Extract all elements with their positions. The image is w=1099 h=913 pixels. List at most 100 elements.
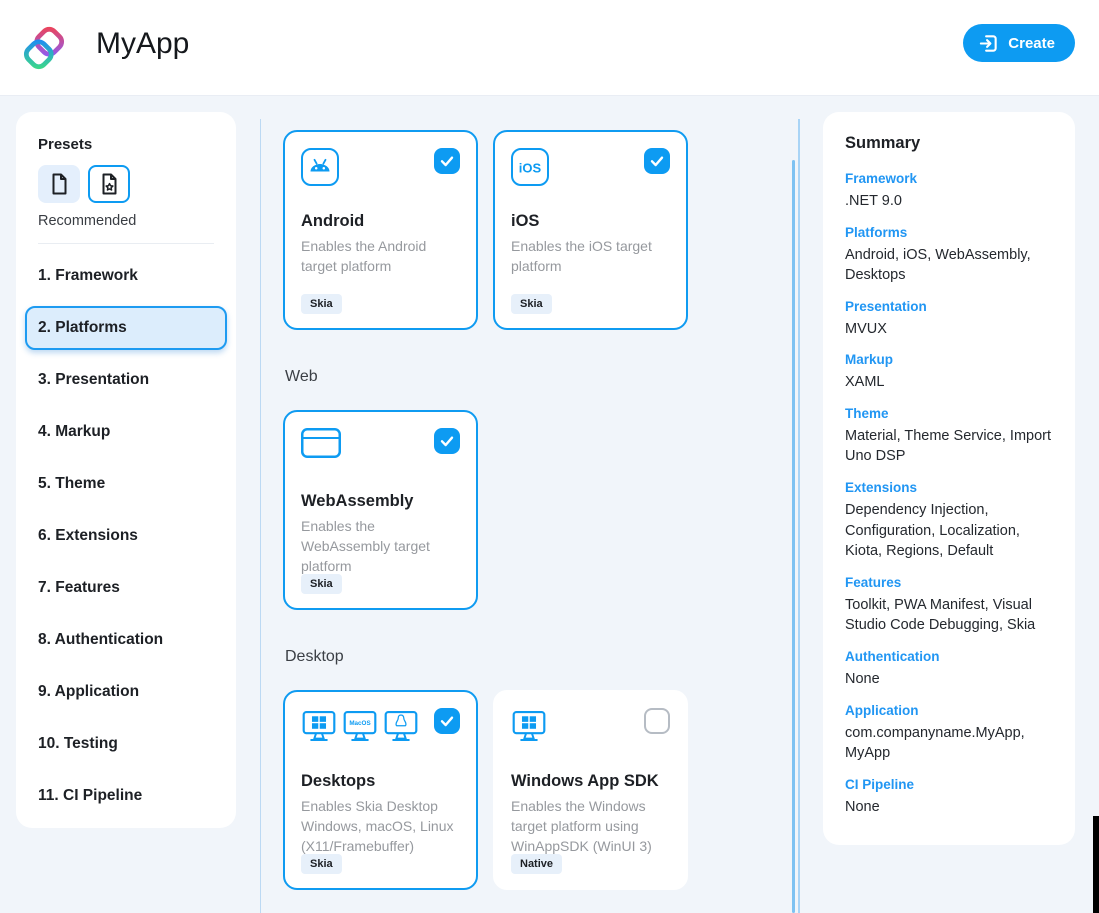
summary-item-ci-pipeline: CI Pipeline None	[845, 777, 1053, 818]
uno-logo-icon	[20, 24, 68, 72]
renderer-badge: Skia	[301, 854, 342, 874]
card-description: Enables the Windows target platform usin…	[511, 798, 652, 854]
sidebar-step-framework[interactable]: 1. Framework	[38, 267, 138, 284]
renderer-badge: Skia	[511, 294, 552, 314]
create-button[interactable]: Create	[963, 24, 1075, 62]
summary-item-value: Toolkit, PWA Manifest, Visual Studio Cod…	[845, 596, 1036, 634]
sidebar-step-features[interactable]: 7. Features	[38, 579, 120, 596]
summary-item-value: Android, iOS, WebAssembly, Desktops	[845, 246, 1031, 284]
presets-section: Presets Recommended	[16, 112, 236, 244]
card-title: Android	[301, 212, 365, 230]
card-description: Enables the iOS target platform	[511, 238, 652, 274]
card-row: WebAssembly Enables the WebAssembly targe…	[283, 410, 689, 610]
macos-monitor-icon: MacOS	[342, 708, 378, 744]
screen-artifact-bar	[1093, 816, 1099, 913]
create-export-icon	[978, 33, 999, 54]
section-heading-desktop: Desktop	[285, 648, 344, 665]
summary-item-label: Framework	[845, 171, 918, 186]
monitor-icon	[512, 710, 546, 741]
scrollbar-thumb[interactable]	[792, 160, 795, 913]
platform-card-ios[interactable]: iOS iOS Enables the iOS target platform Ski…	[493, 130, 688, 330]
icon-tile: iOS	[511, 148, 549, 186]
card-title: WebAssembly	[301, 492, 414, 510]
renderer-badge: Skia	[301, 294, 342, 314]
browser-icon	[301, 428, 341, 458]
browser-icon	[301, 428, 341, 458]
monitor-icon: MacOS	[343, 710, 377, 741]
summary-item-presentation: Presentation MVUX	[845, 299, 1053, 340]
app-header: MyApp Create	[0, 0, 1099, 96]
summary-item-label: Features	[845, 574, 902, 590]
check-icon	[650, 156, 664, 167]
platform-card-windows-app-sdk[interactable]: Windows App SDK Enables the Windows targe…	[493, 690, 688, 890]
summary-item-label: Extensions	[845, 480, 918, 496]
summary-item-label: Presentation	[845, 298, 927, 314]
monitor-icon	[384, 710, 418, 741]
card-icon-row: MacOS	[301, 708, 460, 748]
star-document-icon	[102, 173, 117, 195]
card-icon-row	[301, 148, 460, 188]
summary-item-value: .NET 9.0	[845, 193, 902, 209]
card-title: Desktops	[301, 772, 376, 790]
summary-item-label: Platforms	[845, 224, 908, 240]
summary-item-label: CI Pipeline	[845, 776, 915, 792]
checkbox-unchecked[interactable]	[644, 708, 670, 734]
card-description: Enables Skia Desktop Windows, macOS, Lin…	[301, 798, 454, 854]
wizard-sidebar: Presets Recommended 1. Framework 2. Platf…	[16, 112, 236, 828]
sidebar-step-presentation[interactable]: 3. Presentation	[38, 371, 150, 388]
preset-caption: Recommended	[38, 213, 137, 229]
card-icon-row	[301, 428, 460, 468]
summary-item-extensions: Extensions Dependency Injection, Configur…	[845, 480, 1053, 562]
presets-title: Presets	[38, 136, 93, 153]
checkbox-checked[interactable]	[434, 148, 460, 174]
summary-item-authentication: Authentication None	[845, 649, 1053, 690]
checkbox-checked[interactable]	[434, 428, 460, 454]
icon-tile	[301, 148, 339, 186]
preset-button-blank[interactable]	[38, 165, 80, 203]
sidebar-step-extensions[interactable]: 6. Extensions	[38, 527, 138, 544]
monitor-icon	[302, 710, 336, 741]
checkbox-checked[interactable]	[434, 708, 460, 734]
summary-item-label: Application	[845, 702, 919, 718]
preset-button-recommended[interactable]	[88, 165, 130, 203]
checkbox-checked[interactable]	[644, 148, 670, 174]
summary-item-markup: Markup XAML	[845, 352, 1053, 393]
windows-monitor-icon	[301, 708, 337, 744]
platform-card-android[interactable]: Android Enables the Android target platfo…	[283, 130, 478, 330]
card-row: MacOS Desktops Enables Skia Desktop Window…	[283, 690, 689, 890]
summary-item-value: None	[845, 670, 880, 687]
summary-item-value: None	[845, 798, 880, 815]
blank-document-icon	[52, 173, 67, 195]
platforms-panel: Android Enables the Android target platfo…	[283, 112, 689, 890]
section-heading-web: Web	[285, 368, 318, 385]
card-title: Windows App SDK	[511, 772, 659, 790]
sidebar-step-ci-pipeline[interactable]: 11. CI Pipeline	[38, 787, 143, 804]
platform-card-desktops[interactable]: MacOS Desktops Enables Skia Desktop Window…	[283, 690, 478, 890]
summary-item-application: Application com.companyname.MyApp, MyApp	[845, 703, 1053, 764]
sidebar-step-platforms[interactable]: 2. Platforms	[25, 306, 227, 350]
scrollbar-track[interactable]	[798, 119, 800, 913]
platform-card-webassembly[interactable]: WebAssembly Enables the WebAssembly targe…	[283, 410, 478, 610]
sidebar-step-testing[interactable]: 10. Testing	[38, 735, 118, 752]
page-title: MyApp	[96, 27, 190, 60]
sidebar-step-application[interactable]: 9. Application	[38, 683, 140, 700]
summary-title: Summary	[845, 134, 921, 152]
sidebar-step-authentication[interactable]: 8. Authentication	[38, 631, 164, 648]
card-icon-row	[511, 708, 670, 748]
summary-item-platforms: Platforms Android, iOS, WebAssembly, Desk…	[845, 225, 1053, 286]
summary-item-theme: Theme Material, Theme Service, Import Uno…	[845, 406, 1053, 467]
summary-item-features: Features Toolkit, PWA Manifest, Visual St…	[845, 575, 1053, 636]
sidebar-step-markup[interactable]: 4. Markup	[38, 423, 111, 440]
svg-text:iOS: iOS	[519, 161, 542, 176]
summary-item-value: com.companyname.MyApp, MyApp	[845, 724, 1025, 762]
sidebar-step-theme[interactable]: 5. Theme	[38, 475, 106, 492]
ios-icon: iOS	[519, 161, 542, 176]
summary-item-value: XAML	[845, 374, 885, 391]
card-row: Android Enables the Android target platfo…	[283, 130, 689, 330]
android-icon	[310, 158, 330, 172]
card-icon-row: iOS	[511, 148, 670, 188]
card-description: Enables the WebAssembly target platform	[301, 518, 430, 574]
card-description: Enables the Android target platform	[301, 238, 427, 274]
steps-list: 1. Framework 2. Platforms 3. Presentation 4…	[16, 244, 236, 822]
svg-text:MacOS: MacOS	[349, 720, 370, 727]
